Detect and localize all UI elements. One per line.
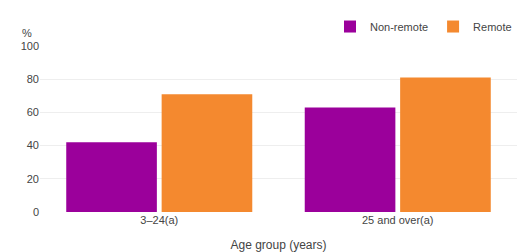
svg-text:20: 20 (27, 173, 39, 185)
svg-text:25 and over(a): 25 and over(a) (362, 214, 434, 226)
svg-text:0: 0 (33, 206, 39, 218)
svg-text:Remote: Remote (473, 21, 512, 33)
svg-text:80: 80 (27, 73, 39, 85)
svg-text:Non-remote: Non-remote (370, 21, 428, 33)
svg-text:Age group (years): Age group (years) (230, 238, 326, 252)
svg-text:60: 60 (27, 106, 39, 118)
svg-text:40: 40 (27, 139, 39, 151)
svg-text:3–24(a): 3–24(a) (140, 214, 178, 226)
svg-text:%: % (22, 27, 32, 39)
svg-text:100: 100 (21, 40, 39, 52)
